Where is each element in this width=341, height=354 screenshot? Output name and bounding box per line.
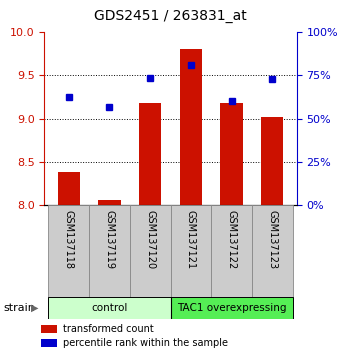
Text: GDS2451 / 263831_at: GDS2451 / 263831_at — [94, 9, 247, 23]
Bar — [98, 200, 121, 205]
Bar — [252, 205, 293, 308]
Text: strain: strain — [3, 303, 35, 313]
Text: GSM137121: GSM137121 — [186, 210, 196, 270]
Text: transformed count: transformed count — [63, 324, 153, 334]
Text: TAC1 overexpressing: TAC1 overexpressing — [177, 303, 286, 313]
Bar — [89, 205, 130, 308]
Text: percentile rank within the sample: percentile rank within the sample — [63, 338, 228, 348]
Text: GSM137119: GSM137119 — [104, 210, 115, 269]
Bar — [211, 205, 252, 308]
Bar — [130, 205, 170, 308]
Text: ▶: ▶ — [31, 303, 38, 313]
Text: GSM137118: GSM137118 — [64, 210, 74, 269]
Text: GSM137120: GSM137120 — [145, 210, 155, 270]
Text: GSM137122: GSM137122 — [226, 210, 237, 270]
Bar — [41, 339, 57, 347]
Bar — [261, 117, 283, 205]
Bar — [170, 205, 211, 308]
Bar — [58, 172, 80, 205]
Bar — [41, 325, 57, 333]
Bar — [220, 103, 243, 205]
Bar — [48, 297, 170, 319]
Bar — [48, 205, 89, 308]
Bar — [139, 103, 161, 205]
Text: GSM137123: GSM137123 — [267, 210, 277, 270]
Text: control: control — [91, 303, 128, 313]
Bar — [170, 297, 293, 319]
Bar — [180, 49, 202, 205]
